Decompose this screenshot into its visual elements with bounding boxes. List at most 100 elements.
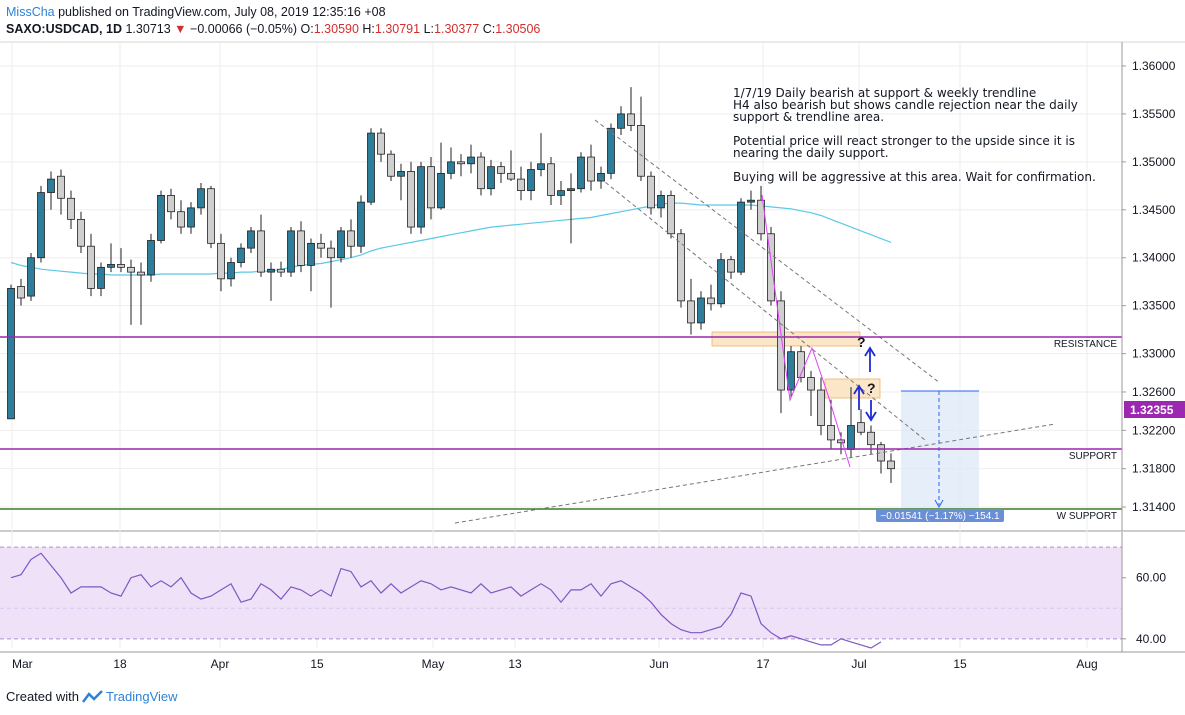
candle-body-up xyxy=(557,190,565,196)
candle xyxy=(547,157,555,205)
candle-body-down xyxy=(807,377,815,391)
candle-body-down xyxy=(377,132,385,155)
candle-body-up xyxy=(847,425,855,450)
candle-body-up xyxy=(37,192,45,259)
author-link[interactable]: MissCha xyxy=(6,5,55,19)
candle xyxy=(827,399,835,450)
close-label: C: xyxy=(482,22,496,36)
down-arrow-head xyxy=(865,411,877,422)
created-with-label: Created with xyxy=(6,689,79,704)
tradingview-logo-icon xyxy=(81,689,103,703)
candle-body-down xyxy=(277,268,285,273)
measure-badge: −0.01541 (−1.17%) −154.1 xyxy=(876,509,1004,522)
candle-body-up xyxy=(417,166,425,228)
price-axis[interactable]: 1.36000 1.35500 1.35000 1.34500 1.34000 1.335… xyxy=(1121,42,1176,531)
candle xyxy=(137,262,145,325)
candle-body-up xyxy=(157,195,165,241)
candle xyxy=(797,345,805,383)
candle-body-up xyxy=(597,172,605,182)
annotation-text[interactable]: 1/7/19 Daily bearish at support & weekly… xyxy=(733,86,1096,184)
candle-body-down xyxy=(817,389,825,426)
tradingview-brand[interactable]: TradingView xyxy=(105,689,178,704)
candle xyxy=(607,123,615,180)
candle-body-down xyxy=(387,153,395,177)
candle-body-down xyxy=(627,113,635,126)
candle-body-up xyxy=(537,163,545,170)
y-tick-label: 1.33500 xyxy=(1132,299,1176,313)
candle xyxy=(817,377,825,436)
candle xyxy=(627,87,635,132)
candle xyxy=(767,227,775,306)
x-tick-label: Aug xyxy=(1076,657,1097,671)
high-value: 1.30791 xyxy=(374,22,421,36)
candle-body-up xyxy=(247,230,255,249)
candle xyxy=(177,200,185,234)
candle-body-down xyxy=(347,230,355,247)
candle-body-up xyxy=(367,132,375,203)
candle xyxy=(277,261,285,277)
price-badge: 1.32355 xyxy=(1124,401,1185,418)
candle-body-up xyxy=(147,240,155,276)
candle-body-down xyxy=(547,163,555,196)
time-axis[interactable]: Mar 18 Apr 15 May 13 Jun 17 Jul 15 Aug xyxy=(0,651,1185,671)
candle-body-up xyxy=(307,242,315,266)
candle-body-up xyxy=(527,169,535,192)
down-arrow-icon: ▼ xyxy=(174,22,187,36)
up-arrow-2-head xyxy=(853,384,865,395)
y-tick-label: 1.35000 xyxy=(1132,155,1176,169)
x-tick-label: 13 xyxy=(508,657,522,671)
candle-body-up xyxy=(27,257,35,297)
candle-body-down xyxy=(507,172,515,180)
candle xyxy=(887,453,895,484)
candle-body-down xyxy=(727,259,735,273)
pink-path xyxy=(761,194,851,468)
candle xyxy=(527,161,535,201)
candle xyxy=(217,233,225,292)
candle-body-down xyxy=(587,156,595,182)
candle xyxy=(487,159,495,196)
candle xyxy=(657,190,665,218)
candle xyxy=(537,133,545,177)
candle xyxy=(477,152,485,196)
candle-body-down xyxy=(497,166,505,174)
candle xyxy=(117,248,125,273)
candle xyxy=(7,284,15,420)
candle-body-down xyxy=(887,460,895,470)
candle xyxy=(67,190,75,229)
candle xyxy=(727,255,735,279)
resistance-zone xyxy=(711,331,861,347)
x-tick-label: 15 xyxy=(310,657,324,671)
candle xyxy=(647,171,655,215)
x-tick-label: Apr xyxy=(211,657,230,671)
candle-body-up xyxy=(187,207,195,228)
rsi-panel[interactable]: 60.00 40.00 xyxy=(0,532,1166,652)
low-value: 1.30377 xyxy=(434,22,480,36)
candle xyxy=(557,181,565,205)
candle-body-up xyxy=(737,201,745,273)
candle xyxy=(677,228,685,308)
candle xyxy=(167,188,175,220)
publish-info: MissCha published on TradingView.com, Ju… xyxy=(6,5,386,19)
candle-body-down xyxy=(217,242,225,280)
y-tick-label: 1.32600 xyxy=(1132,385,1176,399)
annotation-line: nearing the daily support. xyxy=(733,146,889,160)
candle-body-down xyxy=(67,197,75,220)
candle-body-up xyxy=(397,171,405,177)
candle xyxy=(357,195,365,253)
x-tick-label: Mar xyxy=(12,657,33,671)
question-mark-1: ? xyxy=(857,334,866,350)
candle xyxy=(567,173,575,244)
y-tick-label: 1.34500 xyxy=(1132,203,1176,217)
y-tick-label: 1.34000 xyxy=(1132,251,1176,265)
candle-body-up xyxy=(337,230,345,259)
candle xyxy=(57,169,65,215)
w-support-label: W SUPPORT xyxy=(1057,511,1117,522)
x-tick-label: 17 xyxy=(756,657,770,671)
candle-body-up xyxy=(47,178,55,193)
high-label: H: xyxy=(362,22,375,36)
candle xyxy=(327,240,335,308)
close-value: 1.30506 xyxy=(495,22,541,36)
candle xyxy=(17,278,25,306)
publish-text: published on TradingView.com, July 08, 2… xyxy=(58,5,386,19)
